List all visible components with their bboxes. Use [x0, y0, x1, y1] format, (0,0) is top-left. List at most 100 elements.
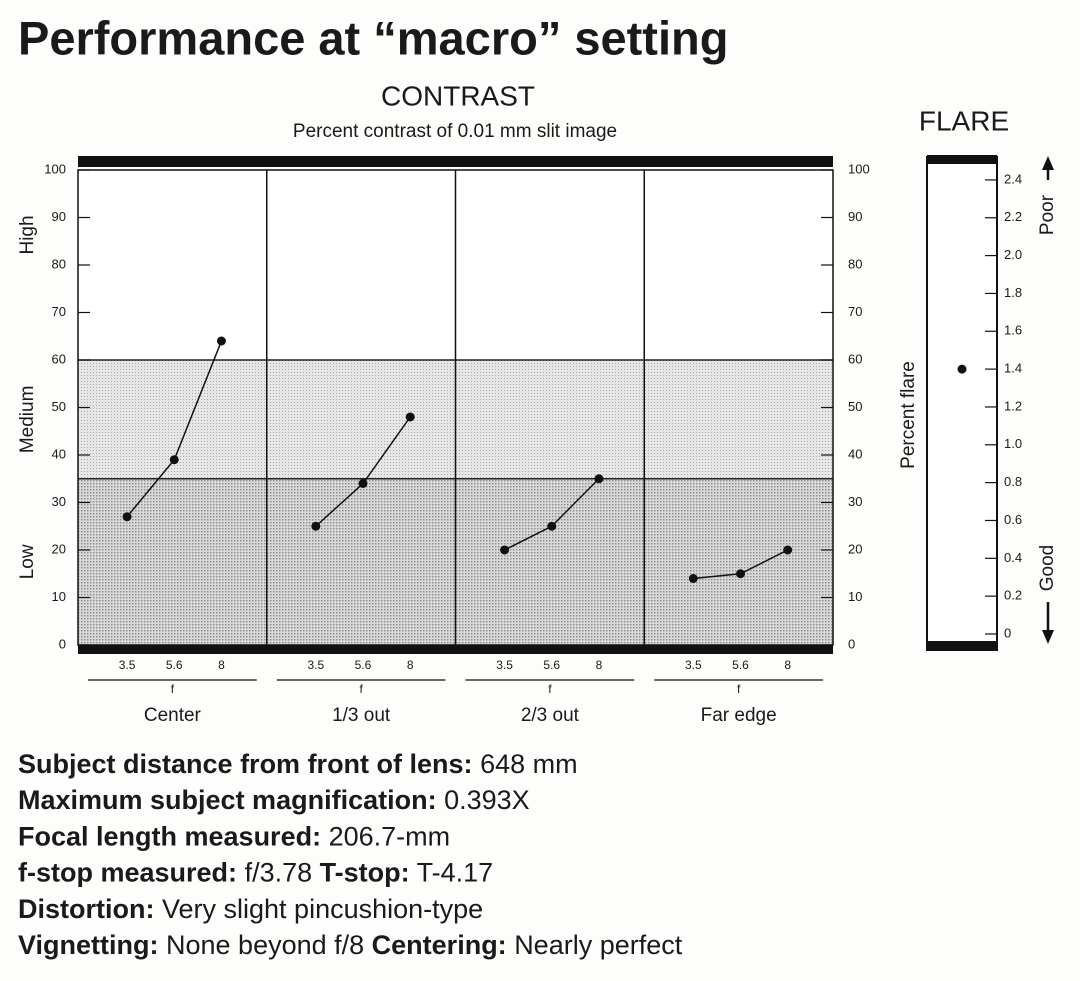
x-axis-label: f — [548, 682, 552, 696]
y-tick-label: 0 — [59, 636, 66, 651]
annotation: Poor — [1037, 194, 1058, 235]
y-tick-label: 2.0 — [1004, 247, 1022, 262]
y-tick-label: 60 — [52, 351, 66, 366]
point — [358, 479, 368, 488]
x-tick-label: 8 — [596, 658, 603, 672]
spec-label: Subject distance from front of lens: — [18, 749, 473, 779]
x-tick-label: 3.5 — [496, 658, 513, 672]
panel-label: Far edge — [701, 705, 777, 726]
point — [169, 455, 179, 465]
x-axis-label: f — [171, 682, 175, 696]
annotation: Good — [1037, 545, 1058, 591]
y-tick-label: 20 — [52, 541, 66, 556]
y-tick-label: 100 — [44, 161, 66, 176]
x-tick-label: 3.5 — [119, 658, 136, 672]
y-tick-label: 0.6 — [1004, 512, 1022, 527]
y-tick-label: 70 — [52, 304, 66, 319]
panel-label: 2/3 out — [521, 705, 580, 726]
y-tick-label: 0 — [848, 636, 855, 651]
point — [957, 364, 967, 374]
y-tick-label: 30 — [52, 494, 66, 509]
spec-line: Vignetting: None beyond f/8 Centering: N… — [18, 930, 683, 960]
x-tick-label: 3.5 — [685, 658, 702, 672]
y-tick-label: 50 — [848, 399, 862, 414]
panel-label: Center — [144, 705, 202, 726]
y-tick-label: 40 — [52, 446, 66, 461]
point — [122, 512, 132, 522]
spec-label: Centering: — [372, 930, 507, 960]
chart-title: FLARE — [919, 105, 1009, 136]
y-tick-label: 1.6 — [1004, 323, 1022, 338]
y-tick-label: 20 — [848, 541, 862, 556]
bottom-bar — [78, 645, 833, 654]
y-tick-label: 90 — [848, 209, 862, 224]
y-tick-label: 1.4 — [1004, 361, 1022, 376]
y-tick-label: 80 — [52, 256, 66, 271]
frame — [926, 156, 998, 651]
spec-value: 206.7-mm — [329, 822, 451, 852]
spec-label: Vignetting: — [18, 930, 158, 960]
band-label: High — [17, 215, 38, 254]
point — [688, 574, 698, 583]
y-tick-label: 2.4 — [1004, 171, 1022, 186]
y-tick-label: 0 — [1004, 625, 1011, 640]
y-tick-label: 1.8 — [1004, 285, 1022, 300]
x-tick-label: 8 — [218, 658, 225, 672]
point — [594, 474, 604, 484]
band-label: Medium — [17, 386, 38, 454]
band-label: Low — [17, 544, 38, 579]
spec-line: Maximum subject magnification: 0.393X — [18, 785, 530, 815]
y-tick-label: 70 — [848, 304, 862, 319]
spec-label: f-stop measured: — [18, 858, 237, 888]
spec-label: Distortion: — [18, 894, 154, 924]
top-bar — [78, 156, 833, 167]
y-tick-label: 50 — [52, 399, 66, 414]
y-tick-label: 2.2 — [1004, 209, 1022, 224]
y-tick-label: 40 — [848, 446, 862, 461]
x-tick-label: 8 — [784, 658, 791, 672]
y-tick-label: 10 — [848, 589, 862, 604]
x-axis-label: f — [359, 682, 363, 696]
spec-label: T-stop: — [320, 858, 410, 888]
bottom-bar — [927, 641, 997, 650]
y-tick-label: 1.0 — [1004, 436, 1022, 451]
spec-line: Distortion: Very slight pincushion-type — [18, 894, 483, 924]
spec-value: 648 mm — [480, 749, 578, 779]
x-axis-label: f — [737, 682, 741, 696]
point — [736, 569, 746, 579]
y-tick-label: 0.4 — [1004, 550, 1022, 565]
spec-line: Focal length measured: 206.7-mm — [18, 822, 450, 852]
spec-value: T-4.17 — [417, 858, 494, 888]
y-tick-label: 100 — [848, 161, 870, 176]
spec-label: Focal length measured: — [18, 822, 321, 852]
spec-value: 0.393X — [444, 785, 530, 815]
point — [405, 412, 415, 422]
point — [311, 521, 321, 531]
spec-value: f/3.78 — [245, 858, 313, 888]
x-tick-label: 5.6 — [732, 658, 749, 672]
point — [547, 521, 557, 531]
spec-line: Subject distance from front of lens: 648… — [18, 749, 578, 779]
axis-label: Percent flare — [898, 361, 919, 469]
point — [783, 545, 793, 555]
spec-value: Very slight pincushion-type — [162, 894, 483, 924]
y-tick-label: 0.8 — [1004, 474, 1022, 489]
y-tick-label: 10 — [52, 589, 66, 604]
panel-label: 1/3 out — [332, 705, 391, 726]
y-tick-label: 1.2 — [1004, 398, 1022, 413]
chart-subtitle: Percent contrast of 0.01 mm slit image — [293, 121, 617, 142]
point — [500, 545, 510, 555]
x-tick-label: 8 — [407, 658, 414, 672]
chart-title: CONTRAST — [381, 80, 535, 111]
spec-line: f-stop measured: f/3.78 T-stop: T-4.17 — [18, 858, 493, 888]
y-tick-label: 90 — [52, 209, 66, 224]
page-title: Performance at “macro” setting — [18, 11, 728, 64]
arrow-head — [1042, 630, 1054, 644]
top-bar — [927, 155, 997, 164]
point — [216, 336, 226, 346]
arrow-head — [1042, 156, 1054, 170]
spec-label: Maximum subject magnification: — [18, 785, 437, 815]
y-tick-label: 30 — [848, 494, 862, 509]
x-tick-label: 5.6 — [543, 658, 560, 672]
y-tick-label: 0.2 — [1004, 588, 1022, 603]
